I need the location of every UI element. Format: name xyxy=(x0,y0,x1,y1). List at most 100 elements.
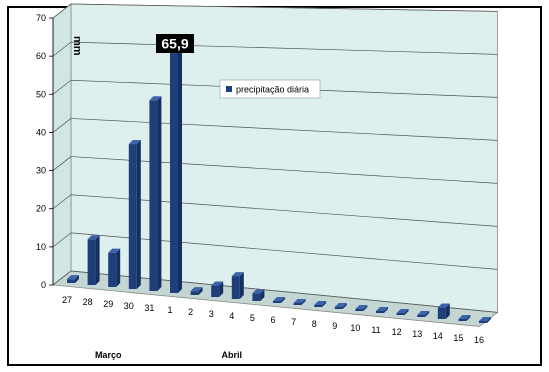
bar-side xyxy=(239,272,244,299)
bar-29 xyxy=(108,248,121,287)
bar-side xyxy=(466,315,471,321)
bar-front xyxy=(252,293,261,301)
bar-front xyxy=(334,307,343,309)
x-axis-ticks: 27 28 29 30 31 1 2 3 4 5 6 7 8 9 10 11 12 13 14 15 16 xyxy=(62,295,484,345)
x-tick-label: 1 xyxy=(167,305,172,315)
legend-swatch xyxy=(226,86,232,92)
gridline-side xyxy=(52,118,72,133)
bar-side xyxy=(95,235,100,285)
bar-front xyxy=(128,144,137,289)
bar-side xyxy=(487,317,491,323)
bar-side xyxy=(445,303,450,319)
gridline xyxy=(70,3,498,12)
y-tick-label: 20 xyxy=(36,204,46,214)
bar-top xyxy=(437,303,450,308)
x-tick-label: 31 xyxy=(144,303,154,313)
y-unit-label: mm xyxy=(71,36,83,56)
y-tick-label: 30 xyxy=(36,166,46,176)
bar-front xyxy=(314,305,323,307)
bar-10 xyxy=(355,305,368,311)
bar-front xyxy=(417,315,426,317)
bar-13 xyxy=(417,311,430,317)
gridline xyxy=(70,194,498,227)
bar-side xyxy=(75,275,79,283)
x-tick-label: 3 xyxy=(209,309,214,319)
gridline-side xyxy=(52,232,72,248)
y-unit-text: mm xyxy=(71,36,83,56)
bar-front xyxy=(458,319,467,321)
gridline-side xyxy=(52,80,72,95)
bar-1 xyxy=(170,37,182,293)
legend-label: precipitação diária xyxy=(236,85,309,95)
x-tick-label: 2 xyxy=(188,307,193,317)
bar-top xyxy=(231,272,244,277)
gridline-side xyxy=(52,194,72,209)
bar-5 xyxy=(252,289,265,301)
x-tick-label: 9 xyxy=(332,321,337,331)
bar-front xyxy=(211,285,220,297)
bar-side xyxy=(116,248,121,287)
y-axis-ticks: 0 10 20 30 40 50 60 70 xyxy=(36,13,54,290)
bar-4 xyxy=(231,272,244,299)
x-tick-label: 5 xyxy=(250,313,255,323)
bar-front xyxy=(479,321,487,323)
x-tick-label: 30 xyxy=(124,301,134,311)
bar-front xyxy=(293,303,302,305)
bar-7 xyxy=(293,299,306,305)
bar-top xyxy=(273,297,285,301)
x-tick-label: 7 xyxy=(291,317,296,327)
bar-14 xyxy=(437,303,450,319)
bar-top xyxy=(396,309,409,313)
bar-side xyxy=(219,281,224,297)
x-tick-label: 16 xyxy=(474,335,484,345)
bar-top xyxy=(87,235,100,240)
bar-side xyxy=(342,303,347,309)
bar-side xyxy=(136,140,141,289)
y-tick-label: 60 xyxy=(36,51,46,61)
y-tick-label: 40 xyxy=(36,127,46,137)
bar-side xyxy=(363,305,368,311)
bar-top xyxy=(355,305,368,309)
gridline xyxy=(70,270,498,313)
bar-side xyxy=(281,297,285,303)
bar-top xyxy=(334,303,347,307)
bar-27 xyxy=(67,275,79,283)
callout-label: 65,9 xyxy=(161,36,188,52)
bar-11 xyxy=(376,307,388,313)
highlight-callout: 65,9 xyxy=(156,34,194,53)
bar-side xyxy=(322,301,327,307)
legend: precipitação diária xyxy=(219,79,321,99)
bar-front xyxy=(190,291,199,295)
bar-top xyxy=(376,307,388,311)
bar-front xyxy=(231,276,240,299)
side-wall xyxy=(52,3,72,286)
bar-side xyxy=(404,309,409,315)
bar-top xyxy=(190,287,203,292)
bar-front xyxy=(396,313,405,315)
bar-30 xyxy=(128,140,141,289)
bar-front xyxy=(108,252,117,287)
gridline-side xyxy=(52,3,72,19)
y-tick-label: 0 xyxy=(41,280,46,290)
bar-top xyxy=(417,311,430,315)
y-tick-label: 10 xyxy=(36,242,46,252)
bar-top xyxy=(149,96,162,101)
month-label: Abril xyxy=(222,350,243,360)
bar-28 xyxy=(87,235,100,285)
bar-side xyxy=(157,96,162,292)
bar-front xyxy=(87,239,96,285)
bar-16 xyxy=(479,317,491,323)
bar-top xyxy=(314,301,327,305)
bar-front xyxy=(437,307,446,319)
x-tick-label: 13 xyxy=(412,329,422,339)
x-tick-label: 15 xyxy=(453,333,463,343)
bar-side xyxy=(301,299,306,305)
gridline-side xyxy=(52,156,72,171)
bar-8 xyxy=(314,301,327,307)
month-labels: Março Abril xyxy=(95,350,242,360)
bar-top xyxy=(67,275,79,280)
bar-top xyxy=(128,140,141,145)
y-tick-label: 50 xyxy=(36,89,46,99)
